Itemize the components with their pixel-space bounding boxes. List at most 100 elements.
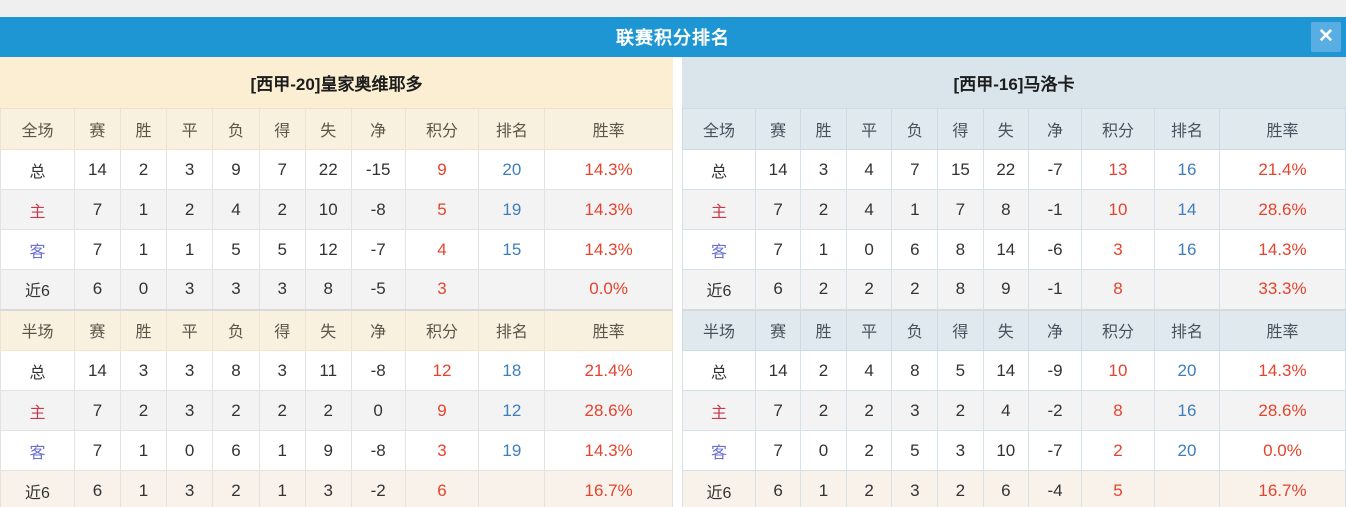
stats-row-full-away: 客 7 1 0 6 8 14 -6 3 16 14.3%: [682, 229, 1346, 270]
points-cell: 8: [1081, 390, 1155, 431]
points-cell: 3: [404, 430, 480, 471]
stat-cell: -8: [350, 430, 406, 471]
win-rate-cell: 0.0%: [1218, 430, 1346, 471]
stat-cell: 2: [800, 189, 847, 230]
points-cell: 2: [1081, 430, 1155, 471]
column-header: 负: [212, 308, 260, 351]
stat-cell: 2: [845, 269, 893, 310]
stat-cell: 2: [800, 350, 847, 391]
rank-cell: 19: [478, 189, 546, 230]
stat-cell: 2: [258, 189, 306, 230]
points-cell: 10: [1081, 189, 1155, 230]
stat-cell: 2: [212, 390, 260, 431]
stat-cell: 3: [119, 350, 167, 391]
table-header-row-half: 半场赛胜平负得失净积分 排名 胜率: [682, 308, 1346, 351]
stat-cell: 4: [845, 189, 893, 230]
stats-row-full-last6: 近6 6 0 3 3 3 8 -5 3 0.0%: [0, 269, 673, 310]
stat-cell: -9: [1028, 350, 1083, 391]
stat-cell: 6: [982, 470, 1030, 507]
column-header: 负: [891, 108, 939, 150]
stats-row-half-home: 主 7 2 3 2 2 2 0 9 12 28.6%: [0, 390, 673, 431]
rank-cell: [478, 470, 546, 507]
stat-cell: 11: [304, 350, 352, 391]
stats-row-full-total: 总 14 2 3 9 7 22 -15 9 20 14.3%: [0, 149, 673, 190]
column-header: 排名: [1153, 108, 1220, 150]
stat-cell: 1: [119, 430, 167, 471]
stat-cell: 8: [304, 269, 352, 310]
rank-cell: 16: [1153, 390, 1220, 431]
points-cell: 6: [404, 470, 480, 507]
win-rate-cell: 16.7%: [544, 470, 673, 507]
column-header: 得: [258, 308, 306, 351]
stat-cell: 1: [119, 229, 167, 270]
table-header-row-full: 全场赛胜平负得失净积分 排名 胜率: [0, 108, 673, 150]
points-cell: 9: [404, 390, 480, 431]
row-label: 近6: [0, 470, 75, 507]
points-cell: 4: [404, 229, 480, 270]
rank-cell: [1153, 269, 1220, 310]
stat-cell: -2: [350, 470, 406, 507]
row-label: 客: [682, 229, 756, 270]
row-label: 总: [682, 350, 756, 391]
win-rate-cell: 28.6%: [1218, 390, 1346, 431]
column-header: 失: [304, 308, 352, 351]
stat-cell: 6: [891, 229, 939, 270]
stat-cell: 1: [119, 189, 167, 230]
section-label-full: 全场: [682, 108, 756, 150]
stat-cell: 7: [754, 390, 802, 431]
stat-cell: 1: [258, 430, 306, 471]
row-label: 总: [0, 149, 75, 190]
row-label: 客: [0, 229, 75, 270]
section-label-full: 全场: [0, 108, 75, 150]
stat-cell: 2: [937, 470, 984, 507]
stats-row-half-last6: 近6 6 1 3 2 1 3 -2 6 16.7%: [0, 470, 673, 507]
stat-cell: 10: [982, 430, 1030, 471]
win-rate-cell: 16.7%: [1218, 470, 1346, 507]
stat-cell: 9: [304, 430, 352, 471]
stat-cell: 1: [119, 470, 167, 507]
column-header: 平: [845, 108, 893, 150]
stat-cell: 8: [212, 350, 260, 391]
stat-cell: 1: [165, 229, 214, 270]
stat-cell: 1: [891, 189, 939, 230]
column-header: 失: [982, 308, 1030, 351]
win-rate-cell: 14.3%: [544, 189, 673, 230]
rank-cell: 14: [1153, 189, 1220, 230]
stat-cell: -4: [1028, 470, 1083, 507]
stat-cell: -7: [1028, 149, 1083, 190]
table-header-row-full: 全场赛胜平负得失净积分 排名 胜率: [682, 108, 1346, 150]
stat-cell: 3: [891, 470, 939, 507]
stat-cell: 8: [891, 350, 939, 391]
stat-cell: 3: [165, 350, 214, 391]
stat-cell: 7: [754, 189, 802, 230]
column-header: 胜率: [544, 108, 673, 150]
stat-cell: 2: [165, 189, 214, 230]
stat-cell: 2: [845, 470, 893, 507]
stat-cell: 10: [304, 189, 352, 230]
stat-cell: 22: [982, 149, 1030, 190]
stat-cell: -1: [1028, 269, 1083, 310]
stat-cell: 4: [982, 390, 1030, 431]
stat-cell: -15: [350, 149, 406, 190]
team-name-right: [西甲-16]马洛卡: [682, 57, 1346, 108]
stat-cell: 3: [165, 470, 214, 507]
dialog-body: [西甲-20]皇家奥维耶多 全场赛胜平负得失净积分 排名 胜率总 14 2 3 9 7 22 -1…: [0, 57, 1346, 507]
column-header: 赛: [754, 308, 802, 351]
stat-cell: 3: [165, 390, 214, 431]
points-cell: 13: [1081, 149, 1155, 190]
stats-table-left: 全场赛胜平负得失净积分 排名 胜率总 14 2 3 9 7 22 -15 9 20 14.3% 主 7 1 2 4…: [0, 108, 673, 507]
stat-cell: 2: [212, 470, 260, 507]
stat-cell: 3: [891, 390, 939, 431]
column-header: 负: [891, 308, 939, 351]
stat-cell: 2: [119, 149, 167, 190]
stat-cell: -7: [350, 229, 406, 270]
stat-cell: 2: [304, 390, 352, 431]
stat-cell: 4: [845, 149, 893, 190]
stat-cell: -2: [1028, 390, 1083, 431]
stat-cell: -7: [1028, 430, 1083, 471]
stat-cell: 0: [165, 430, 214, 471]
win-rate-cell: 33.3%: [1218, 269, 1346, 310]
close-button[interactable]: ✕: [1311, 22, 1341, 52]
page-background-strip: [0, 0, 1346, 17]
stat-cell: 7: [73, 189, 121, 230]
